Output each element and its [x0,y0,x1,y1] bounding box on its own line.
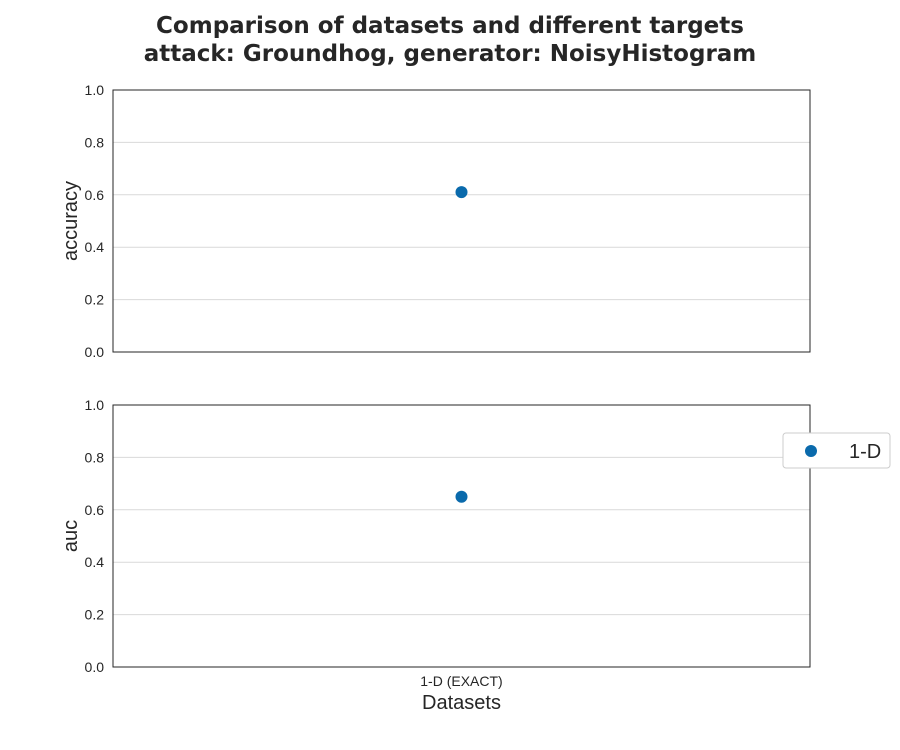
y-tick-label: 0.4 [85,554,105,570]
data-point-accuracy-0 [455,186,468,199]
y-tick-label: 0.0 [85,344,105,360]
plot-frame [112,89,811,353]
y-tick-label: 0.2 [85,607,105,623]
y-axis-label: accuracy [60,181,82,261]
y-tick-label: 1.0 [85,397,105,413]
legend: 1-D [782,432,891,469]
x-axis-label: Datasets [422,692,501,714]
y-tick-label: 0.6 [85,502,105,518]
legend-box [782,432,891,469]
auc-panel: 0.0 0.2 0.4 0.6 0.8 1.0 auc 1-D (EXACT) Datasets [60,397,811,714]
y-tick-label: 0.0 [85,659,105,675]
data-point-auc-0 [455,490,468,503]
accuracy-panel: 0.0 0.2 0.4 0.6 0.8 1.0 accuracy [60,82,811,360]
chart-title-line-2: attack: Groundhog, generator: NoisyHisto… [144,41,757,67]
y-tick-label: 0.8 [85,134,105,150]
chart-title-line-1: Comparison of datasets and different tar… [156,13,744,39]
legend-marker-1-d [805,445,817,457]
y-tick-label: 0.8 [85,449,105,465]
y-tick-label: 1.0 [85,82,105,98]
x-tick-label: 1-D (EXACT) [420,673,502,689]
plot-frame [112,404,811,668]
y-tick-label: 0.6 [85,187,105,203]
y-tick-label: 0.2 [85,292,105,308]
y-tick-label: 0.4 [85,239,105,255]
legend-label-1-d: 1-D [849,441,881,463]
y-axis-label: auc [60,520,82,552]
